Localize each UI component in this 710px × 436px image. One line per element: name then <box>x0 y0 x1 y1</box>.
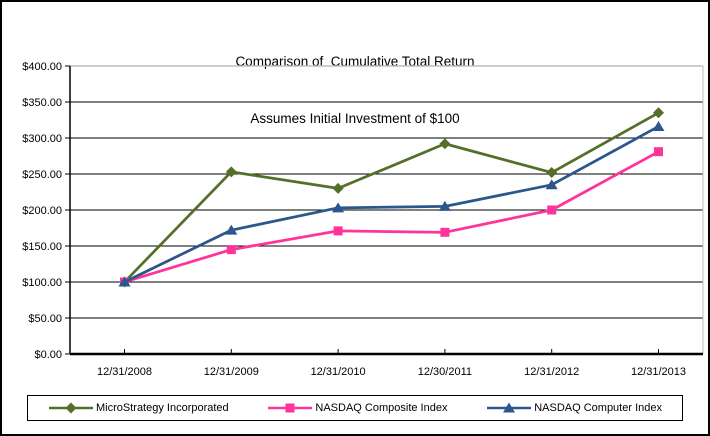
series-point-nasdaq-composite-index <box>654 147 663 157</box>
legend-label-microstrategy-incorporated: MicroStrategy Incorporated <box>96 402 229 414</box>
chart-title-line2: Assumes Initial Investment of $100 <box>250 111 460 126</box>
series-point-nasdaq-computer-index <box>225 224 238 235</box>
x-tick-label: 12/31/2009 <box>204 366 259 378</box>
legend-diamond-marker-icon <box>49 402 93 414</box>
legend: MicroStrategy Incorporated NASDAQ Composi… <box>27 395 683 421</box>
series-point-nasdaq-composite-index <box>226 245 236 255</box>
x-tick-label: 12/31/2012 <box>524 366 579 378</box>
series-point-nasdaq-computer-index <box>438 200 451 211</box>
y-tick-label: $250.00 <box>22 169 62 181</box>
legend-key-marker <box>65 402 77 414</box>
series-point-nasdaq-composite-index <box>547 205 557 215</box>
y-tick-label: $300.00 <box>22 133 62 145</box>
legend-label-nasdaq-computer-index: NASDAQ Computer Index <box>534 402 662 414</box>
series-point-nasdaq-computer-index <box>652 120 665 131</box>
series-point-nasdaq-composite-index <box>440 227 450 237</box>
x-tick-label: 12/31/2008 <box>97 366 152 378</box>
legend-item-microstrategy-incorporated: MicroStrategy Incorporated <box>48 402 229 414</box>
series-point-nasdaq-composite-index <box>333 226 343 236</box>
series-line-microstrategy-incorporated <box>123 111 660 283</box>
series-point-microstrategy-incorporated <box>546 167 558 179</box>
series-line-nasdaq-composite-index <box>124 150 660 284</box>
series-point-nasdaq-computer-index <box>118 276 131 287</box>
legend-square-marker-icon <box>268 403 313 413</box>
series-point-microstrategy-incorporated <box>439 138 451 150</box>
series-point-microstrategy-incorporated <box>332 182 344 194</box>
legend-key-marker <box>285 403 295 413</box>
legend-key-marker <box>503 402 516 413</box>
y-tick-label: $400.00 <box>22 61 62 73</box>
y-tick-label: $350.00 <box>22 97 62 109</box>
x-tick-label: 12/31/2010 <box>311 366 366 378</box>
series-point-nasdaq-computer-index <box>332 202 345 213</box>
series-point-microstrategy-incorporated <box>653 107 664 119</box>
series-point-nasdaq-computer-index <box>545 179 558 190</box>
y-tick-label: $50.00 <box>28 313 62 325</box>
y-tick-label: $100.00 <box>22 277 62 289</box>
y-tick-label: $150.00 <box>22 241 62 253</box>
legend-label-nasdaq-composite-index: NASDAQ Composite Index <box>315 402 448 414</box>
x-tick-label: 12/31/2013 <box>631 366 686 378</box>
legend-item-nasdaq-computer-index: NASDAQ Computer Index <box>486 402 662 414</box>
y-tick-label: $0.00 <box>34 349 62 361</box>
legend-triangle-marker-icon <box>487 402 532 413</box>
series-point-microstrategy-incorporated <box>225 166 237 178</box>
y-tick-label: $200.00 <box>22 205 62 217</box>
x-tick-label: 12/30/2011 <box>418 366 472 378</box>
series-line-nasdaq-computer-index <box>123 125 660 284</box>
legend-item-nasdaq-composite-index: NASDAQ Composite Index <box>267 402 447 414</box>
